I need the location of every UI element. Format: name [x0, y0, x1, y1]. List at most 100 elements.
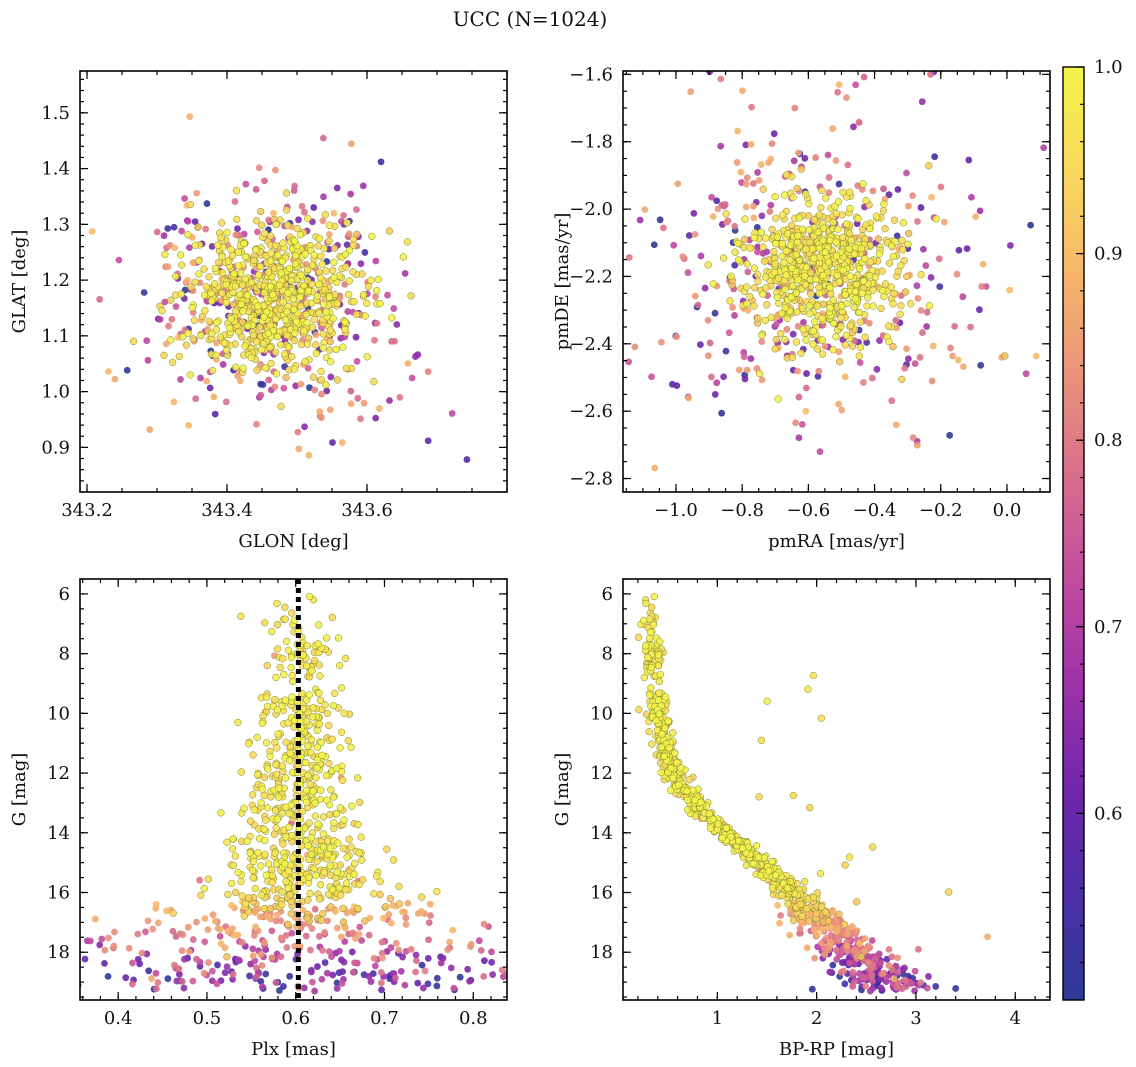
data-point	[321, 701, 329, 709]
data-point	[794, 276, 802, 284]
data-point	[417, 893, 426, 901]
data-point	[323, 387, 331, 395]
x-tick-label: −0.2	[919, 500, 963, 521]
data-point	[714, 205, 722, 213]
data-point	[813, 345, 822, 353]
data-point	[340, 212, 348, 219]
data-point	[815, 244, 823, 252]
data-point	[287, 277, 296, 285]
data-point	[288, 671, 296, 680]
y-tick-label: 1.4	[41, 159, 70, 180]
data-point	[69, 948, 76, 955]
data-point	[859, 180, 867, 188]
data-point	[341, 938, 349, 945]
data-point	[319, 330, 327, 338]
data-point	[743, 366, 751, 374]
data-point	[835, 910, 843, 918]
x-tick-label: −0.8	[720, 500, 764, 521]
data-point	[704, 261, 712, 269]
data-point	[879, 286, 887, 295]
data-point	[326, 406, 334, 414]
data-point	[901, 976, 909, 984]
data-point	[644, 653, 652, 662]
data-point	[228, 901, 235, 909]
data-point	[308, 978, 316, 986]
data-point	[267, 359, 275, 368]
data-point	[1027, 221, 1034, 229]
data-point	[371, 962, 379, 970]
data-point	[548, 124, 555, 131]
y-tick-label: 8	[602, 644, 613, 665]
x-axis-label: pmRA [mas/yr]	[768, 531, 905, 552]
data-point	[186, 371, 194, 379]
data-point	[754, 853, 763, 861]
data-point	[291, 336, 299, 345]
data-point	[329, 793, 338, 801]
data-point	[421, 967, 429, 975]
data-point	[164, 975, 172, 983]
data-point	[258, 983, 266, 991]
data-point	[846, 204, 854, 213]
data-point	[271, 348, 280, 357]
data-point	[299, 906, 307, 914]
data-point	[111, 928, 118, 936]
data-point	[832, 209, 841, 218]
data-point	[334, 634, 343, 642]
data-point	[336, 661, 344, 670]
data-point	[854, 215, 862, 223]
data-point	[152, 900, 160, 908]
data-point	[869, 302, 877, 310]
data-point	[311, 905, 319, 913]
data-point	[826, 284, 834, 292]
data-point	[234, 328, 243, 336]
data-point	[892, 317, 900, 324]
data-point	[833, 955, 841, 963]
data-point	[903, 169, 910, 177]
data-point	[771, 240, 780, 248]
data-point	[893, 324, 901, 332]
data-point	[171, 272, 180, 281]
data-point	[275, 793, 283, 801]
data-point	[889, 300, 897, 308]
data-point	[559, 986, 566, 993]
data-point	[178, 978, 186, 985]
data-point	[404, 360, 412, 368]
data-point	[185, 422, 193, 429]
data-point	[805, 200, 813, 208]
data-point	[761, 257, 769, 266]
data-point	[313, 292, 322, 300]
data-point	[325, 221, 334, 230]
data-point	[365, 931, 373, 939]
data-point	[333, 184, 341, 192]
data-point	[949, 352, 956, 360]
data-point	[885, 337, 893, 346]
data-point	[291, 260, 300, 268]
data-point	[356, 923, 364, 931]
data-point	[775, 299, 783, 308]
data-point	[352, 310, 361, 319]
data-point	[236, 377, 244, 385]
data-point	[786, 931, 794, 939]
data-point	[414, 979, 422, 987]
data-point	[254, 302, 262, 310]
data-point	[349, 268, 357, 276]
data-point	[104, 368, 112, 375]
data-point	[361, 917, 369, 925]
data-point	[202, 283, 210, 291]
data-point	[202, 225, 210, 233]
data-point	[743, 300, 751, 308]
data-point	[748, 103, 755, 111]
data-point	[818, 314, 826, 322]
data-point	[846, 188, 854, 196]
data-point	[665, 744, 673, 752]
data-point	[232, 231, 240, 239]
data-point	[327, 373, 335, 381]
data-point	[253, 733, 261, 741]
data-point	[788, 353, 797, 362]
x-tick-label: 4	[1010, 1008, 1021, 1029]
data-point	[272, 824, 280, 832]
data-point	[836, 358, 844, 366]
data-point	[332, 764, 341, 772]
data-point	[813, 931, 821, 939]
data-point	[655, 710, 663, 718]
